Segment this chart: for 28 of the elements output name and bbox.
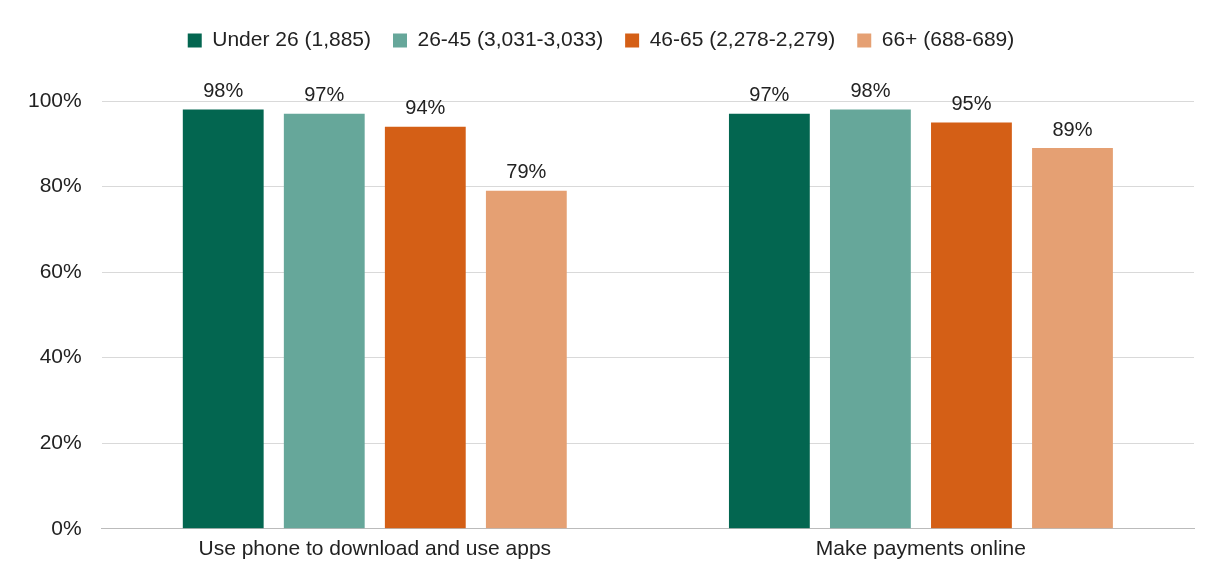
bar bbox=[931, 122, 1012, 529]
legend-label: 46-65 (2,278-2,279) bbox=[649, 27, 836, 51]
y-tick-label: 80% bbox=[39, 173, 82, 197]
data-label: 97% bbox=[749, 83, 790, 106]
x-tick-label: Make payments online bbox=[815, 536, 1026, 560]
bar bbox=[384, 126, 466, 529]
bar bbox=[728, 113, 810, 529]
legend-label: Under 26 (1,885) bbox=[212, 27, 371, 51]
bar bbox=[283, 113, 365, 529]
data-label: 98% bbox=[850, 79, 891, 102]
y-tick-label: 60% bbox=[39, 258, 82, 282]
bar bbox=[485, 190, 567, 529]
y-tick-label: 100% bbox=[27, 87, 82, 111]
y-tick-label: 0% bbox=[51, 515, 82, 539]
data-label: 98% bbox=[203, 79, 244, 102]
y-tick-label: 40% bbox=[39, 344, 82, 368]
data-label: 95% bbox=[951, 91, 992, 114]
x-tick-label: Use phone to download and use apps bbox=[198, 536, 552, 560]
data-label: 94% bbox=[405, 96, 446, 119]
legend-label: 66+ (688-689) bbox=[881, 27, 1015, 51]
data-label: 79% bbox=[506, 160, 547, 183]
bar bbox=[1032, 148, 1113, 529]
data-label: 97% bbox=[304, 83, 345, 106]
bar bbox=[829, 109, 911, 529]
bar bbox=[182, 109, 264, 529]
legend-label: 26-45 (3,031-3,033) bbox=[417, 27, 604, 51]
data-label: 89% bbox=[1052, 117, 1093, 140]
y-tick-label: 20% bbox=[39, 430, 82, 454]
